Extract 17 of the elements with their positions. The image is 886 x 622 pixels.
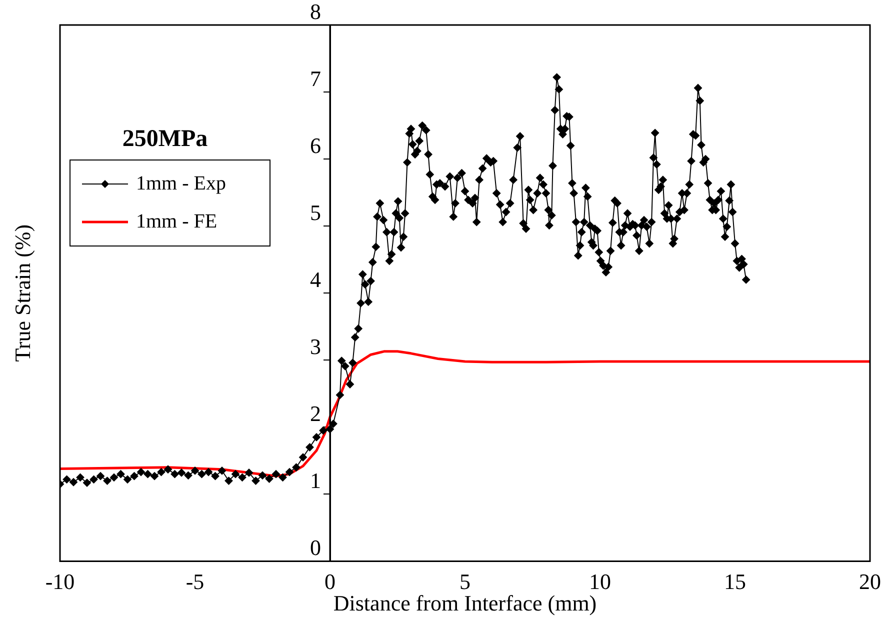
text: 250MPa: [122, 126, 208, 152]
y-tick-label: 8: [310, 0, 321, 24]
legend-label: 1mm - Exp: [136, 172, 226, 194]
y-tick-label: 4: [310, 266, 321, 292]
y-tick-label: 6: [310, 132, 321, 158]
y-axis-title: True Strain (%): [10, 224, 35, 362]
x-tick-label: 15: [724, 569, 746, 594]
x-tick-label: 20: [859, 569, 881, 594]
y-tick-label: 0: [310, 534, 321, 560]
x-tick-label: -5: [186, 569, 204, 594]
y-tick-label: 2: [310, 400, 321, 426]
x-tick-label: -10: [45, 569, 75, 594]
y-tick-label: 7: [310, 66, 321, 91]
legend-label: 1mm - FE: [136, 210, 218, 232]
y-tick-label: 3: [310, 334, 321, 359]
y-tick-label: 1: [310, 468, 321, 493]
y-tick-label: 5: [310, 200, 321, 225]
